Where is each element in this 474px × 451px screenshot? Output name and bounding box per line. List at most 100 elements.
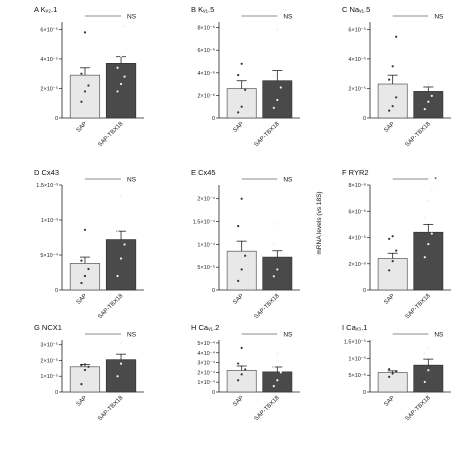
y-tick-label: 1×10⁻⁵ [348, 355, 366, 362]
category-label: SAP-TBX18 [97, 121, 125, 149]
data-point [279, 252, 282, 255]
data-point [391, 65, 394, 68]
y-tick-label: 5×10⁻⁴ [40, 252, 58, 259]
data-point [237, 379, 240, 382]
significance-label: NS [434, 14, 444, 21]
y-tick-label: 8×10⁻⁶ [197, 25, 215, 32]
data-point [423, 352, 426, 355]
data-point [395, 249, 398, 252]
y-tick-label: 1.5×10⁻³ [36, 183, 58, 189]
bar-sap-tbx18 [262, 256, 293, 291]
data-point [116, 230, 119, 233]
y-tick-label: 3×10⁻⁵ [40, 342, 58, 349]
data-point [388, 368, 391, 371]
data-point [423, 256, 426, 259]
data-point [430, 189, 433, 192]
y-tick-label: 6×10⁻⁵ [40, 26, 58, 33]
data-point [276, 222, 279, 225]
y-tick-label: 3×10⁻⁴ [197, 360, 215, 367]
category-label: SAP-TBX18 [254, 121, 282, 149]
data-point [123, 75, 126, 78]
data-point [119, 82, 123, 86]
data-point [276, 352, 279, 355]
category-label: SAP [76, 293, 89, 306]
data-point [83, 368, 87, 372]
y-tick-label: 0 [363, 116, 366, 122]
data-point [276, 28, 279, 32]
y-tick-label: 0 [55, 390, 58, 396]
data-point [272, 75, 275, 78]
category-label: SAP [76, 395, 89, 408]
data-point [119, 54, 123, 58]
bar-sap-tbx18 [262, 371, 293, 393]
y-tick-label: 0 [363, 288, 366, 294]
y-tick-label: 2×10⁻⁴ [197, 369, 215, 376]
data-point [279, 86, 282, 89]
panel-title: B Kᵥ₁.5 [191, 5, 214, 14]
y-tick-label: 0 [212, 288, 215, 294]
data-point [430, 94, 433, 97]
y-axis-label: mRNA levels (vs 18S) [316, 191, 323, 254]
y-tick-label: 2×10⁻⁴ [197, 196, 215, 203]
data-point [123, 356, 126, 359]
category-label: SAP [76, 121, 89, 134]
category-label: SAP-TBX18 [405, 121, 433, 149]
category-label: SAP [232, 395, 245, 408]
data-point [123, 25, 126, 28]
data-point [87, 84, 90, 87]
data-point [116, 375, 119, 378]
y-tick-label: 1×10⁻³ [41, 218, 58, 224]
category-label: SAP-TBX18 [405, 395, 433, 423]
significance-label: NS [127, 332, 137, 339]
panel-title: I Caᵥ₃.1 [342, 323, 367, 332]
panel-title: G NCX1 [34, 323, 62, 332]
data-point [423, 216, 426, 219]
data-point [80, 281, 83, 285]
y-tick-label: 5×10⁻⁶ [348, 372, 366, 379]
data-point [427, 100, 430, 103]
y-tick-label: 6×10⁻⁶ [348, 208, 366, 215]
y-tick-label: 0 [55, 116, 58, 122]
data-point [430, 232, 433, 235]
data-point [87, 365, 90, 368]
y-tick-label: 4×10⁻⁴ [197, 350, 215, 357]
y-tick-label: 2×10⁻⁵ [40, 357, 58, 364]
bar-sap [226, 250, 257, 291]
panel-title: E Cx45 [191, 168, 216, 177]
data-point [119, 342, 123, 345]
y-tick-label: 0 [212, 116, 215, 122]
y-tick-label: 4×10⁻⁶ [348, 235, 366, 242]
data-point [116, 90, 119, 93]
significance-label: NS [283, 332, 293, 339]
category-label: SAP [383, 293, 396, 306]
data-point [279, 371, 282, 374]
bar-sap-tbx18 [105, 63, 137, 119]
panel-title: D Cx43 [34, 168, 59, 177]
data-point [430, 360, 433, 363]
data-point [83, 363, 87, 366]
y-tick-label: 1×10⁻⁴ [197, 241, 215, 248]
data-point [272, 365, 275, 368]
bar-sap-tbx18 [105, 239, 137, 291]
data-point [87, 267, 90, 271]
data-point [80, 364, 83, 367]
data-point [80, 259, 83, 262]
data-point [237, 73, 240, 77]
bar-sap-tbx18 [413, 91, 444, 119]
y-tick-label: 8×10⁻⁶ [348, 182, 366, 189]
category-label: SAP-TBX18 [254, 293, 282, 321]
data-point [388, 78, 391, 81]
bar-sap [377, 372, 408, 393]
significance-label: NS [127, 177, 137, 184]
data-point [391, 372, 394, 375]
panel-title: A Kᵥ₂.1 [34, 5, 57, 14]
bar-sap [226, 88, 257, 119]
data-point [80, 72, 83, 75]
data-point [395, 96, 398, 99]
significance-label: * [434, 177, 437, 184]
y-tick-label: 6×10⁻⁶ [197, 47, 215, 54]
data-point [388, 375, 391, 379]
y-tick-label: 1×10⁻⁴ [197, 379, 215, 386]
data-point [244, 254, 247, 257]
